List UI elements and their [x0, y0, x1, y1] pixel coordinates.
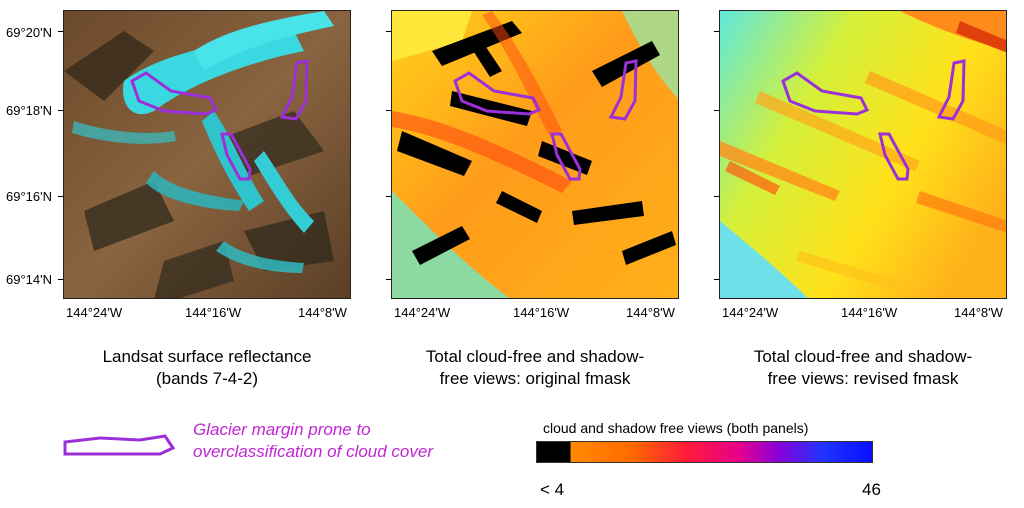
x-tick-label: 144°24'W: [66, 305, 123, 320]
y-tick-mark: [714, 31, 719, 32]
x-tick-label: 144°8'W: [626, 305, 675, 320]
x-tick-label: 144°16'W: [185, 305, 242, 320]
colorbar-max-label: 46: [862, 480, 881, 499]
y-tick-mark: [714, 196, 719, 197]
y-tick-mark: [58, 279, 63, 280]
y-tick-label: 69°14'N: [6, 272, 52, 287]
x-tick-label: 144°24'W: [394, 305, 451, 320]
x-tick-label: 144°16'W: [513, 305, 570, 320]
x-tick-label: 144°8'W: [954, 305, 1003, 320]
x-tick-label: 144°8'W: [298, 305, 347, 320]
y-tick-mark: [386, 31, 391, 32]
glacier-margin-outline-symbol: [63, 434, 176, 456]
y-tick-mark: [386, 279, 391, 280]
colorbar-title: cloud and shadow free views (both panels…: [543, 420, 809, 436]
y-tick-mark: [58, 31, 63, 32]
y-tick-label: 69°16'N: [6, 189, 52, 204]
colorbar: [536, 441, 873, 463]
panel-caption: Total cloud-free and shadow- free views:…: [385, 346, 685, 390]
caption-line: free views: revised fmask: [767, 369, 959, 388]
y-tick-mark: [386, 110, 391, 111]
x-tick-label: 144°24'W: [722, 305, 779, 320]
landsat-reflectance-panel: [63, 10, 351, 299]
x-tick-label: 144°16'W: [841, 305, 898, 320]
caption-line: Landsat surface reflectance: [102, 347, 312, 366]
y-tick-mark: [714, 110, 719, 111]
caption-line: Total cloud-free and shadow-: [753, 347, 973, 366]
y-tick-mark: [714, 279, 719, 280]
y-tick-label: 69°18'N: [6, 103, 52, 118]
y-tick-mark: [58, 196, 63, 197]
revised-fmask-panel: [719, 10, 1007, 299]
y-tick-label: 69°20'N: [6, 25, 52, 40]
original-fmask-panel: [391, 10, 679, 299]
caption-line: Total cloud-free and shadow-: [425, 347, 645, 366]
y-tick-mark: [386, 196, 391, 197]
legend-outline-label: Glacier margin prone to overclassificati…: [193, 420, 434, 461]
panel-caption: Total cloud-free and shadow- free views:…: [713, 346, 1013, 390]
caption-line: (bands 7-4-2): [155, 369, 259, 388]
panel-caption: Landsat surface reflectance (bands 7-4-2…: [57, 346, 357, 390]
caption-line: free views: original fmask: [439, 369, 631, 388]
y-tick-mark: [58, 110, 63, 111]
colorbar-min-label: < 4: [540, 480, 565, 499]
